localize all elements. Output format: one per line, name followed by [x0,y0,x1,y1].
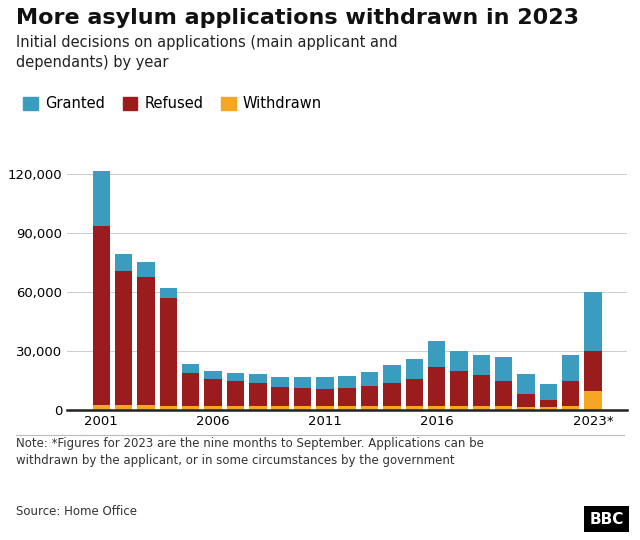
Text: BBC: BBC [589,511,624,526]
Bar [584,292,602,351]
Bar [182,364,200,373]
Bar [93,226,110,406]
Text: Initial decisions on applications (main applicant and
dependants) by year: Initial decisions on applications (main … [16,35,397,70]
Bar [249,407,266,410]
Bar [472,375,490,407]
Bar [182,373,200,407]
Bar [540,408,557,410]
Bar [227,381,244,407]
Bar [93,171,110,226]
Text: Note: *Figures for 2023 are the nine months to September. Applications can be
wi: Note: *Figures for 2023 are the nine mon… [16,437,484,468]
Bar [361,386,378,407]
Bar [406,407,423,410]
Bar [339,376,356,388]
Bar [204,379,222,407]
Bar [428,407,445,410]
Bar [227,407,244,410]
Text: More asylum applications withdrawn in 2023: More asylum applications withdrawn in 20… [16,8,579,28]
Bar [517,374,534,394]
Bar [361,407,378,410]
Bar [138,406,155,410]
Bar [562,407,579,410]
Text: Source: Home Office: Source: Home Office [16,505,137,518]
Bar [227,373,244,381]
Bar [294,377,311,388]
Bar [115,406,132,410]
Bar [450,371,468,407]
Bar [115,271,132,406]
Bar [428,341,445,367]
Bar [406,359,423,379]
Bar [249,383,266,407]
Bar [138,262,155,277]
Bar [428,367,445,407]
Bar [450,407,468,410]
Bar [294,388,311,407]
Bar [339,388,356,407]
Bar [383,383,401,407]
Bar [562,381,579,407]
Bar [294,407,311,410]
Bar [540,384,557,400]
Bar [160,407,177,410]
Bar [138,277,155,406]
Bar [562,355,579,381]
Bar [339,407,356,410]
Bar [472,407,490,410]
Bar [93,406,110,410]
Bar [540,400,557,408]
Bar [115,254,132,271]
Bar [316,407,333,410]
Bar [584,390,602,410]
Bar [450,351,468,371]
Bar [271,377,289,387]
Bar [517,394,534,408]
Bar [160,288,177,298]
Bar [406,379,423,407]
Bar [383,365,401,383]
Bar [204,371,222,379]
Bar [584,351,602,390]
Bar [249,374,266,383]
Bar [271,387,289,407]
Bar [472,355,490,375]
Bar [204,407,222,410]
Bar [182,407,200,410]
Bar [495,381,513,407]
Bar [361,372,378,386]
Bar [383,407,401,410]
Bar [517,408,534,410]
Bar [316,389,333,407]
Bar [495,357,513,381]
Bar [495,407,513,410]
Legend: Granted, Refused, Withdrawn: Granted, Refused, Withdrawn [23,97,322,111]
Bar [271,407,289,410]
Bar [316,377,333,389]
Bar [160,298,177,407]
